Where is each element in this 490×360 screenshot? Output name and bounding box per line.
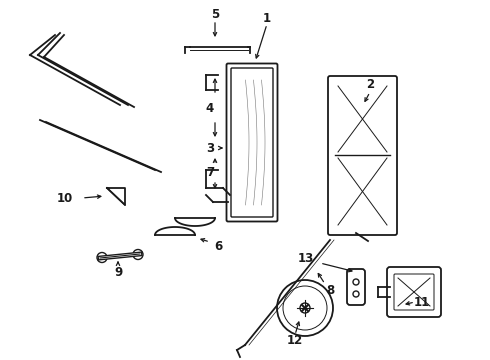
Text: 10: 10 [57, 192, 73, 204]
Text: 12: 12 [287, 333, 303, 346]
Text: 13: 13 [298, 252, 314, 265]
Text: 8: 8 [326, 284, 334, 297]
Text: 2: 2 [366, 78, 374, 91]
Text: 11: 11 [414, 296, 430, 309]
Text: 9: 9 [114, 266, 122, 279]
Text: 5: 5 [211, 9, 219, 22]
Text: 3: 3 [206, 141, 214, 154]
Text: 1: 1 [263, 12, 271, 24]
Text: 6: 6 [214, 240, 222, 253]
Text: 7: 7 [206, 166, 214, 179]
Text: 4: 4 [206, 102, 214, 114]
